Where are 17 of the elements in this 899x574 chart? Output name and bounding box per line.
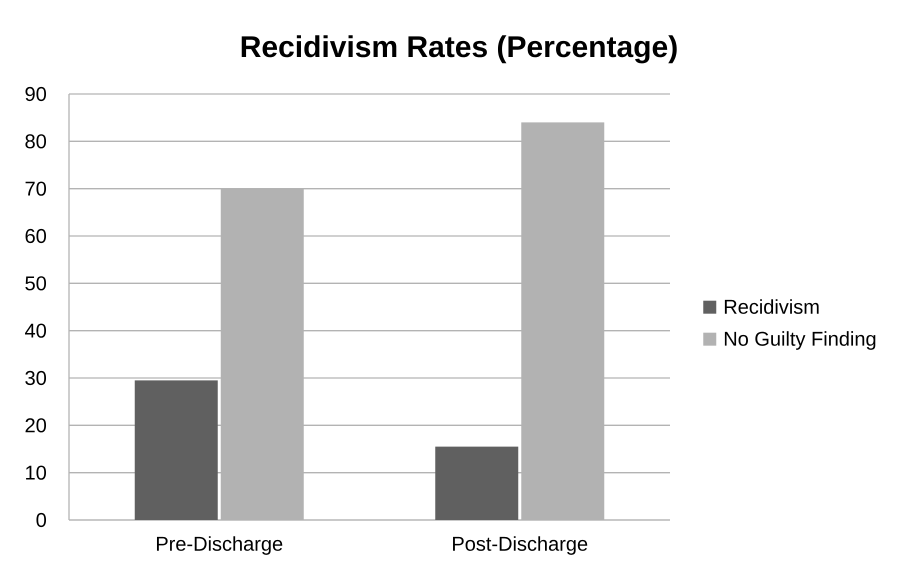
y-tick-label: 70 — [26, 182, 46, 196]
y-tick-label: 10 — [26, 466, 46, 480]
bar — [435, 446, 518, 520]
x-tick-label: Post-Discharge — [453, 536, 588, 555]
chart-title: Recidivism Rates (Percentage) — [242, 35, 677, 64]
y-tick-label: 50 — [25, 276, 46, 290]
y-tick-label: 0 — [36, 512, 46, 528]
legend-label: No Guilty Finding — [724, 331, 876, 350]
y-tick-label: 30 — [25, 370, 46, 386]
y-tick-label: 90 — [25, 86, 46, 102]
y-tick-label: 20 — [26, 418, 46, 432]
y-tick-label: 80 — [25, 134, 46, 148]
y-tick-label: 40 — [25, 324, 46, 338]
bar — [134, 380, 218, 520]
x-tick-label: Pre-Discharge — [156, 536, 282, 555]
y-tick-label: 60 — [26, 228, 46, 244]
legend-label: Recidivism — [724, 299, 819, 314]
